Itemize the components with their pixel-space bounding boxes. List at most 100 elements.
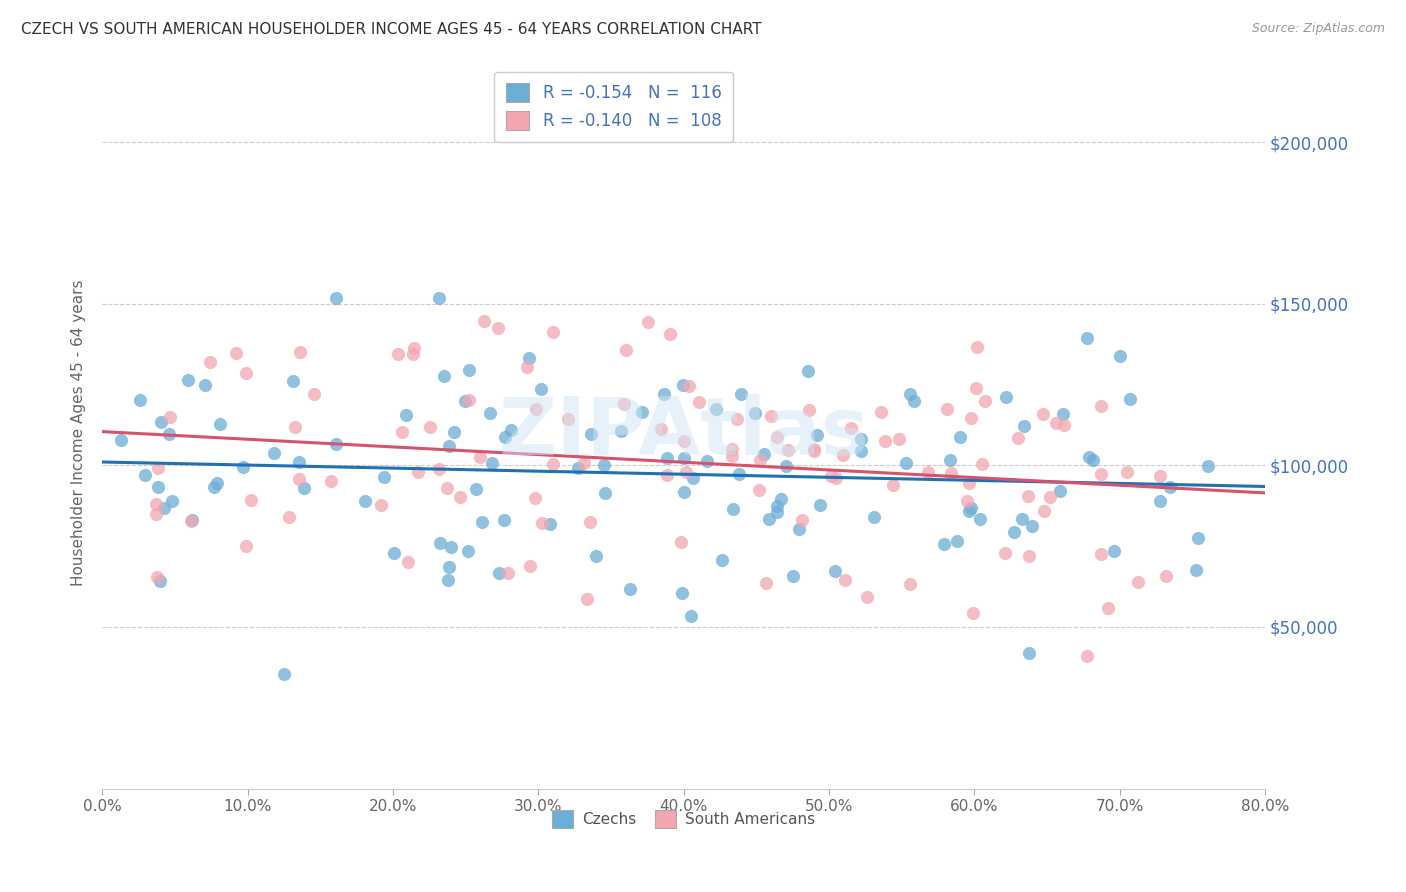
Point [449,490,471,504]
Point [1053,418,1076,433]
Point [177,373,200,387]
Point [755,575,778,590]
Point [436,573,458,587]
Point [208,417,231,432]
Point [486,321,509,335]
Point [704,401,727,416]
Point [519,558,541,573]
Point [194,378,217,392]
Point [396,555,419,569]
Point [1149,469,1171,483]
Point [682,471,704,485]
Point [541,326,564,340]
Point [481,456,503,470]
Point [157,427,180,442]
Point [721,501,744,516]
Point [935,401,957,416]
Point [202,480,225,494]
Point [894,456,917,470]
Point [630,404,652,418]
Point [354,494,377,508]
Text: Source: ZipAtlas.com: Source: ZipAtlas.com [1251,22,1385,36]
Point [959,411,981,425]
Point [1017,489,1039,503]
Point [839,421,862,435]
Point [145,497,167,511]
Point [578,515,600,529]
Point [517,351,540,365]
Point [437,559,460,574]
Point [775,459,797,474]
Point [803,443,825,458]
Point [278,509,301,524]
Point [974,394,997,409]
Point [672,434,695,449]
Point [465,482,488,496]
Point [766,430,789,444]
Point [882,478,904,492]
Point [198,355,221,369]
Point [457,544,479,558]
Point [659,326,682,341]
Point [471,516,494,530]
Point [748,453,770,467]
Point [797,364,820,378]
Point [824,471,846,485]
Point [1119,392,1142,406]
Point [488,566,510,580]
Point [862,510,884,524]
Point [406,465,429,479]
Point [239,492,262,507]
Point [782,569,804,583]
Point [319,474,342,488]
Point [1149,494,1171,508]
Point [146,570,169,584]
Point [501,423,523,437]
Point [696,454,718,468]
Point [1045,416,1067,430]
Point [1197,459,1219,474]
Point [1081,452,1104,467]
Point [759,409,782,423]
Point [945,534,967,549]
Point [675,465,697,479]
Point [744,406,766,420]
Point [834,573,856,587]
Point [752,447,775,461]
Point [384,546,406,560]
Point [281,375,304,389]
Point [613,397,636,411]
Point [180,514,202,528]
Point [960,501,983,516]
Point [970,457,993,471]
Point [710,553,733,567]
Point [776,442,799,457]
Point [292,481,315,495]
Point [572,456,595,470]
Point [153,501,176,516]
Point [575,591,598,606]
Point [797,403,820,417]
Point [614,343,637,358]
Point [1076,649,1098,664]
Point [679,609,702,624]
Point [652,387,675,401]
Point [134,467,156,482]
Point [429,535,451,549]
Point [225,346,247,360]
Point [516,360,538,375]
Point [1018,549,1040,563]
Point [205,475,228,490]
Point [672,450,695,465]
Point [758,512,780,526]
Point [1102,544,1125,558]
Point [1018,647,1040,661]
Point [1077,450,1099,464]
Point [887,432,910,446]
Point [427,291,450,305]
Point [373,470,395,484]
Point [370,498,392,512]
Point [145,507,167,521]
Point [730,386,752,401]
Point [557,412,579,426]
